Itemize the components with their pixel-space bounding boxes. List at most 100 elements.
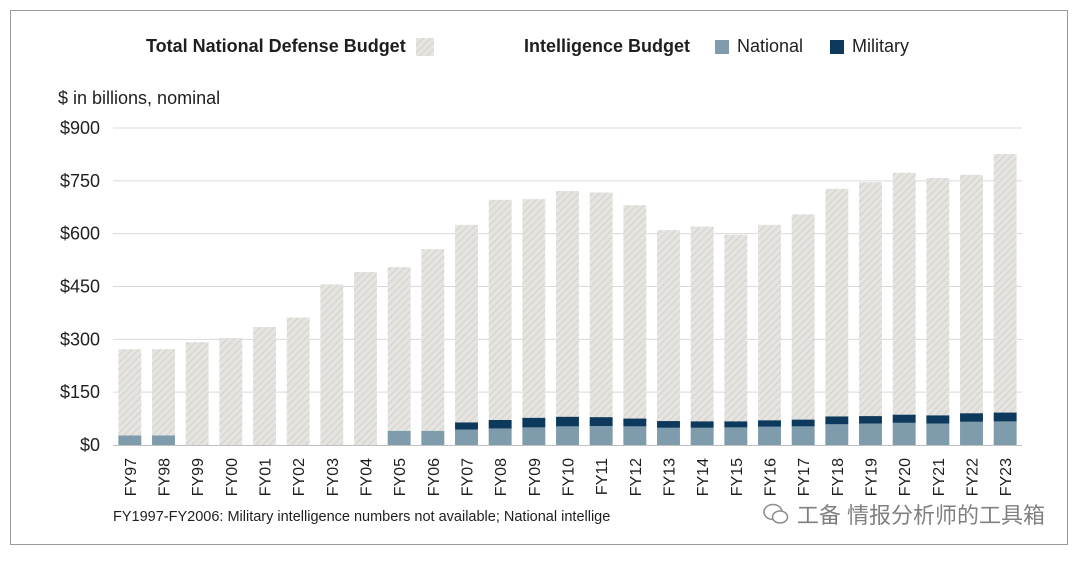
bar-military — [690, 421, 714, 428]
bar-military — [758, 420, 781, 427]
legend-national-label: National — [737, 36, 804, 56]
bar-national — [724, 427, 748, 445]
bar-total — [455, 224, 478, 445]
chart-legend: Total National Defense Budget Intelligen… — [0, 36, 1080, 60]
bar-military — [791, 419, 815, 427]
x-tick-label: FY98 — [157, 458, 174, 496]
y-tick-label: $0 — [80, 435, 100, 455]
bar-national — [455, 429, 478, 445]
legend-total-swatch — [415, 37, 434, 56]
bar-military — [455, 422, 478, 430]
x-tick-label: FY04 — [359, 458, 376, 496]
bar-military — [522, 417, 546, 428]
bar-national — [892, 422, 916, 445]
bar-military — [488, 419, 512, 429]
bar-military — [556, 416, 579, 427]
x-tick-label: FY22 — [965, 458, 982, 496]
x-tick-label: FY03 — [325, 458, 342, 496]
bar-military — [724, 421, 748, 428]
bar-national — [589, 425, 613, 445]
bar-national — [387, 430, 411, 445]
bar-national — [859, 423, 882, 445]
bar-total — [219, 337, 243, 445]
y-tick-label: $900 — [60, 118, 100, 138]
bar-national — [522, 427, 546, 445]
x-tick-label: FY18 — [830, 458, 847, 496]
legend-intel: Intelligence Budget — [524, 36, 690, 57]
bar-total — [926, 178, 950, 445]
bar-national — [421, 430, 445, 445]
bar-military — [993, 412, 1017, 422]
y-tick-label: $750 — [60, 171, 100, 191]
bar-total — [488, 199, 512, 445]
bar-national — [993, 421, 1017, 445]
bar-national — [488, 428, 512, 445]
bar-military — [892, 414, 916, 423]
x-axis-ticks: FY97 FY98 FY99 FY00 FY01 FY02 FY03 FY04 FY05 FY06… — [123, 458, 1015, 496]
y-tick-label: $450 — [60, 277, 100, 297]
x-tick-label: FY20 — [897, 458, 914, 496]
bar-total — [522, 199, 546, 445]
bar-total — [623, 205, 647, 445]
x-tick-label: FY23 — [998, 458, 1015, 496]
bar-total — [354, 272, 377, 445]
x-tick-label: FY00 — [224, 458, 241, 496]
x-tick-label: FY09 — [527, 458, 544, 496]
bar-national — [926, 423, 950, 445]
bar-total — [185, 342, 209, 445]
bar-total — [960, 174, 983, 445]
x-tick-label: FY97 — [123, 458, 140, 496]
y-axis-ticks: $0 $150 $300 $450 $600 $750 $900 — [60, 118, 100, 455]
x-tick-label: FY13 — [662, 458, 679, 496]
bar-total — [421, 249, 445, 445]
y-tick-label: $150 — [60, 382, 100, 402]
x-tick-label: FY02 — [291, 458, 308, 496]
bar-national — [758, 426, 781, 445]
bar-national — [791, 426, 815, 445]
bar-total — [118, 349, 142, 445]
x-tick-label: FY14 — [695, 458, 712, 496]
bar-total — [690, 226, 714, 445]
bar-total — [791, 214, 815, 445]
bar-total — [758, 224, 781, 445]
bar-national — [556, 426, 579, 445]
x-tick-label: FY99 — [190, 458, 207, 496]
bar-military — [825, 416, 849, 425]
x-tick-label: FY06 — [426, 458, 443, 496]
bar-national — [960, 421, 983, 445]
x-tick-label: FY15 — [729, 458, 746, 496]
legend-total-label: Total National Defense Budget — [146, 36, 406, 56]
x-tick-label: FY19 — [864, 458, 881, 496]
bar-total — [152, 349, 175, 445]
bar-military — [589, 417, 613, 426]
bar-total — [724, 234, 748, 445]
y-tick-label: $600 — [60, 224, 100, 244]
bar-total — [556, 191, 579, 445]
x-tick-label: FY01 — [258, 458, 275, 496]
x-tick-label: FY11 — [594, 458, 611, 495]
x-tick-label: FY07 — [460, 458, 477, 496]
bar-national — [623, 426, 647, 445]
bar-total — [825, 188, 849, 445]
x-tick-label: FY16 — [763, 458, 780, 496]
bars — [118, 154, 1017, 445]
bar-national — [118, 435, 142, 445]
bar-military — [926, 415, 950, 424]
legend-national-swatch — [715, 39, 729, 54]
x-tick-label: FY12 — [628, 458, 645, 496]
bar-total — [892, 172, 916, 445]
legend-military: Military — [830, 36, 909, 57]
legend-total: Total National Defense Budget — [146, 36, 434, 57]
bar-total — [253, 327, 276, 445]
x-tick-label: FY10 — [561, 458, 578, 496]
bar-total — [589, 192, 613, 445]
bar-national — [690, 427, 714, 445]
x-tick-label: FY21 — [931, 458, 948, 496]
bar-total — [859, 182, 882, 445]
footnote: FY1997-FY2006: Military intelligence num… — [113, 509, 611, 525]
bar-total — [286, 317, 310, 445]
x-tick-label: FY17 — [796, 458, 813, 496]
watermark: 工备 情报分析师的工具箱 — [763, 498, 1045, 530]
bar-national — [657, 427, 680, 445]
